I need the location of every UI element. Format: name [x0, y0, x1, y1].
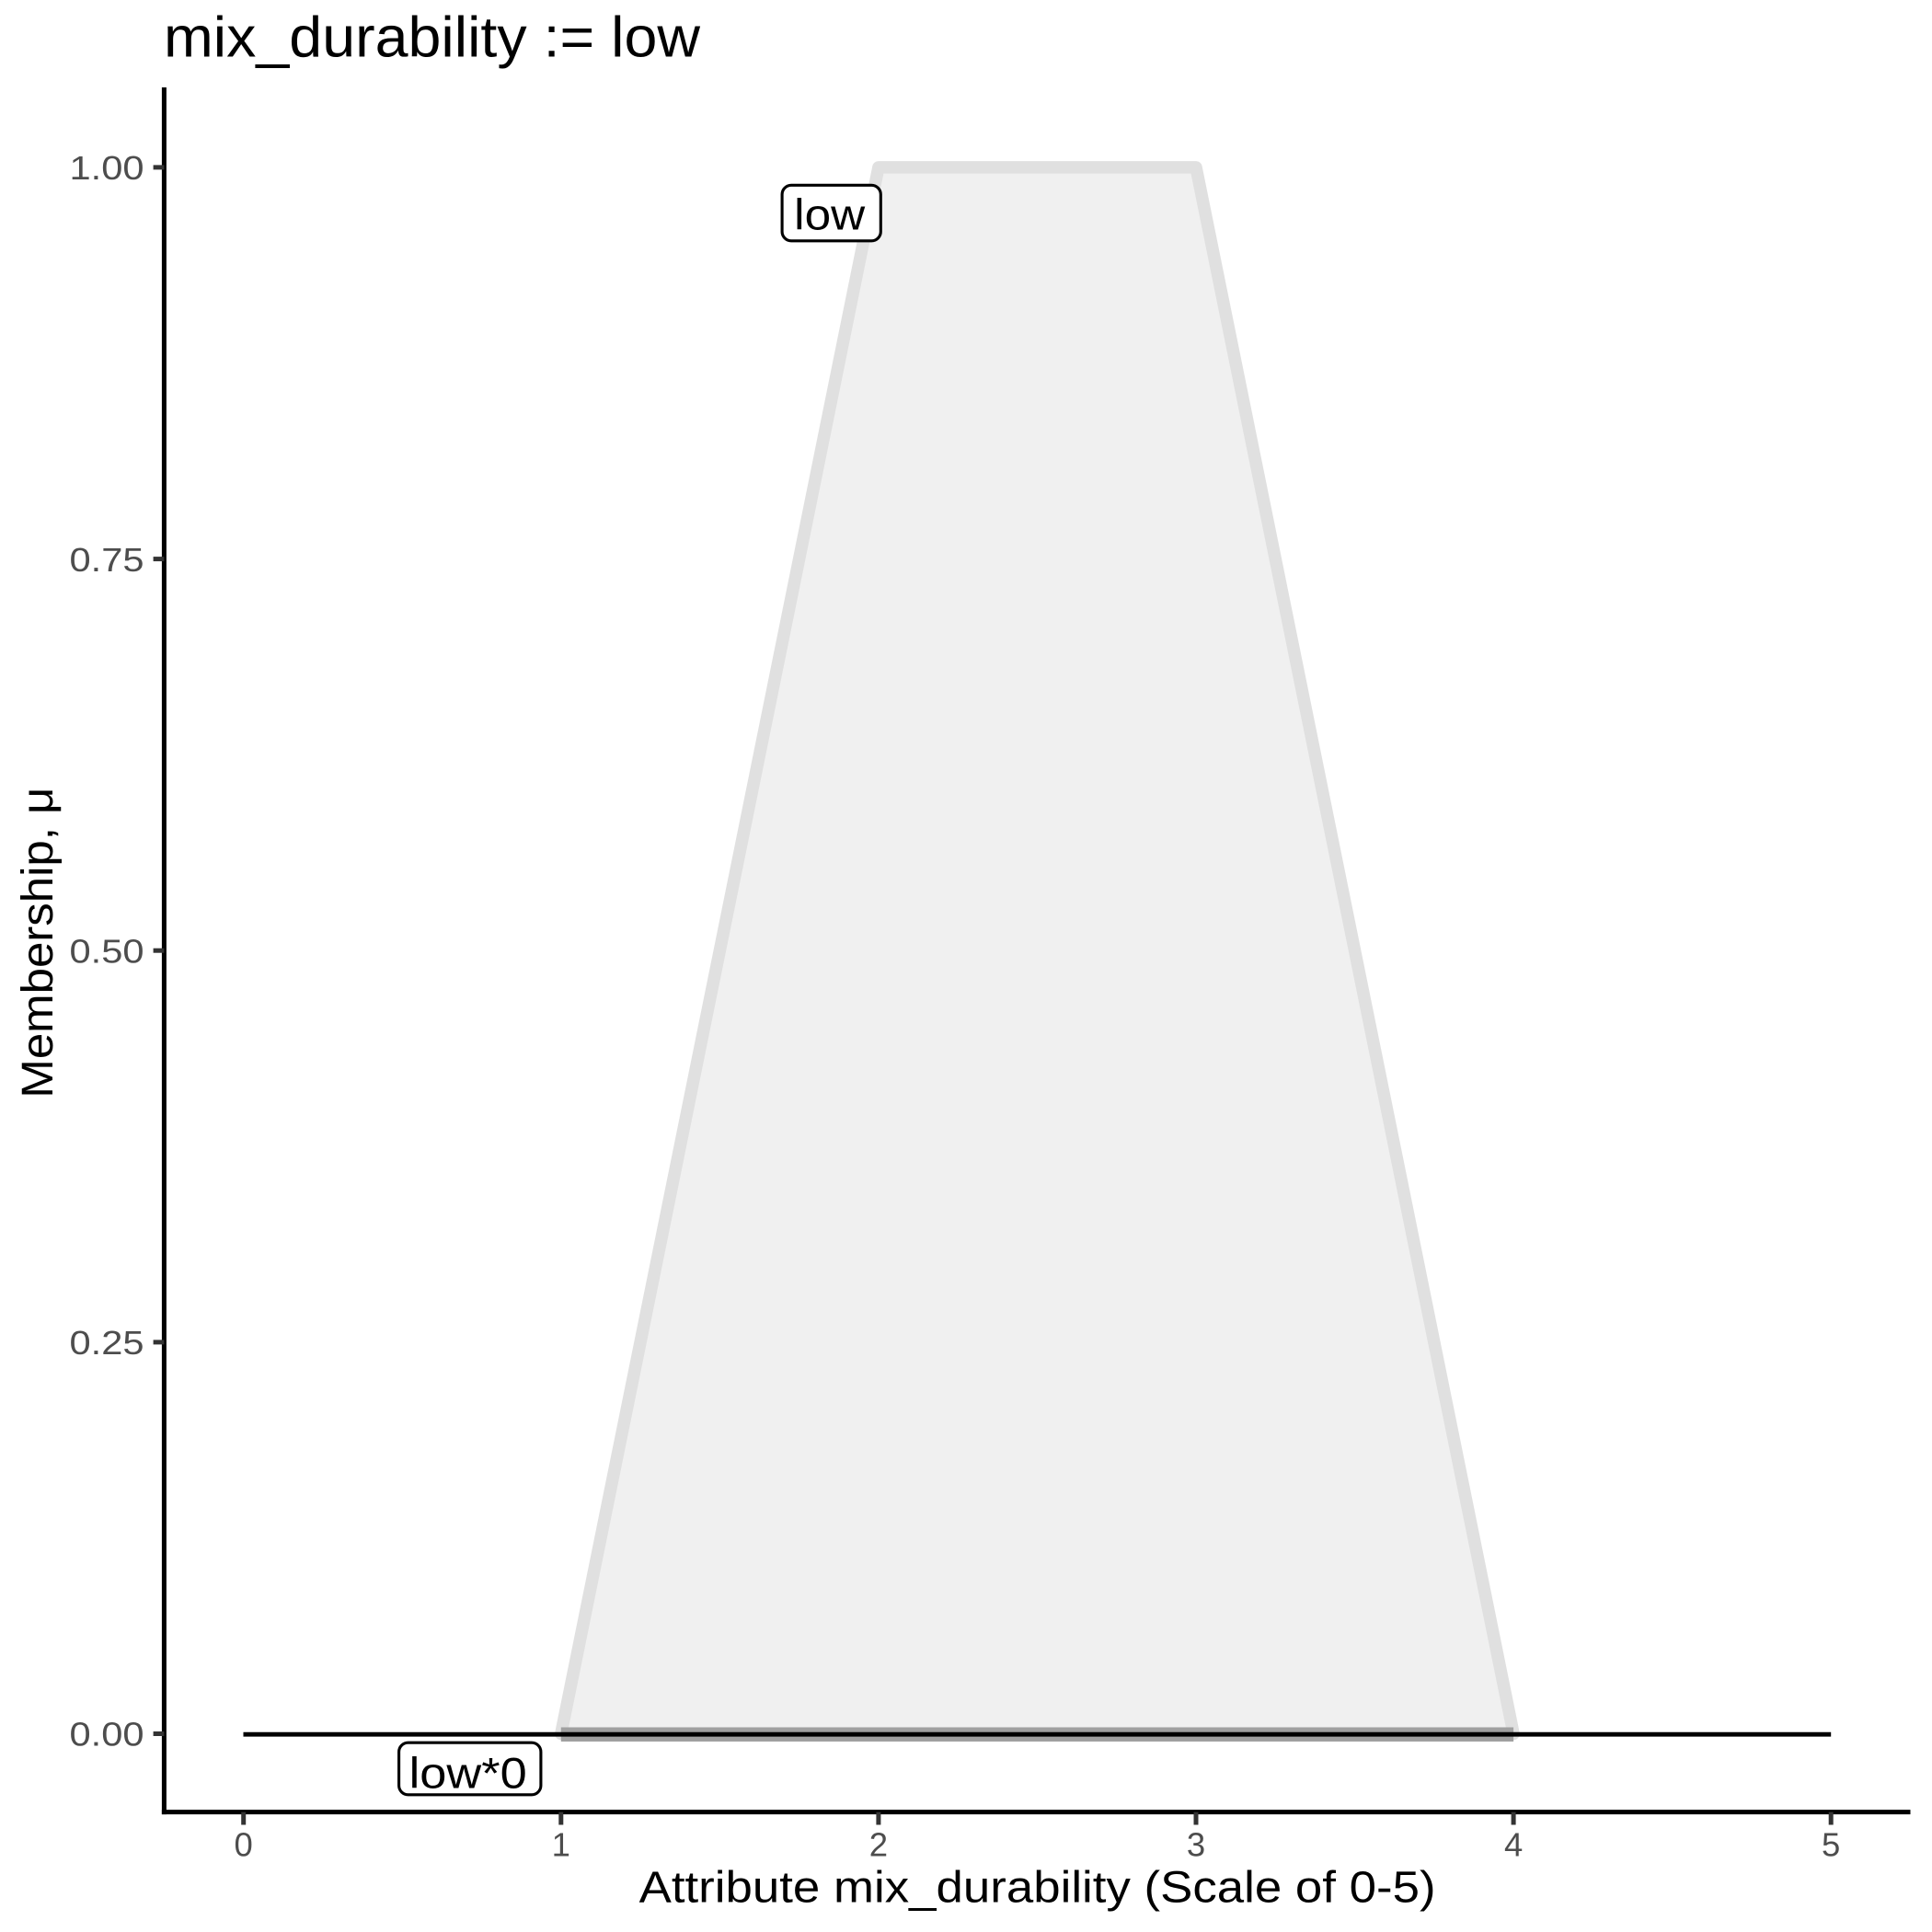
svg-text:3: 3	[1187, 1826, 1205, 1864]
svg-text:0.75: 0.75	[70, 541, 144, 579]
svg-text:Attribute mix_durability (Scal: Attribute mix_durability (Scale of 0-5)	[639, 1862, 1436, 1912]
svg-text:0.00: 0.00	[70, 1716, 144, 1754]
svg-text:mix_durability := low: mix_durability := low	[164, 6, 700, 70]
svg-text:4: 4	[1504, 1826, 1523, 1864]
svg-text:2: 2	[869, 1826, 888, 1864]
svg-text:0: 0	[235, 1826, 253, 1864]
svg-text:low*0: low*0	[409, 1749, 527, 1798]
svg-text:low: low	[794, 190, 866, 239]
svg-text:0.25: 0.25	[70, 1324, 144, 1362]
svg-text:1.00: 1.00	[70, 149, 144, 187]
svg-text:1: 1	[552, 1826, 570, 1864]
svg-text:0.50: 0.50	[70, 932, 144, 970]
svg-text:5: 5	[1822, 1826, 1840, 1864]
svg-text:Membership, μ: Membership, μ	[13, 788, 63, 1098]
